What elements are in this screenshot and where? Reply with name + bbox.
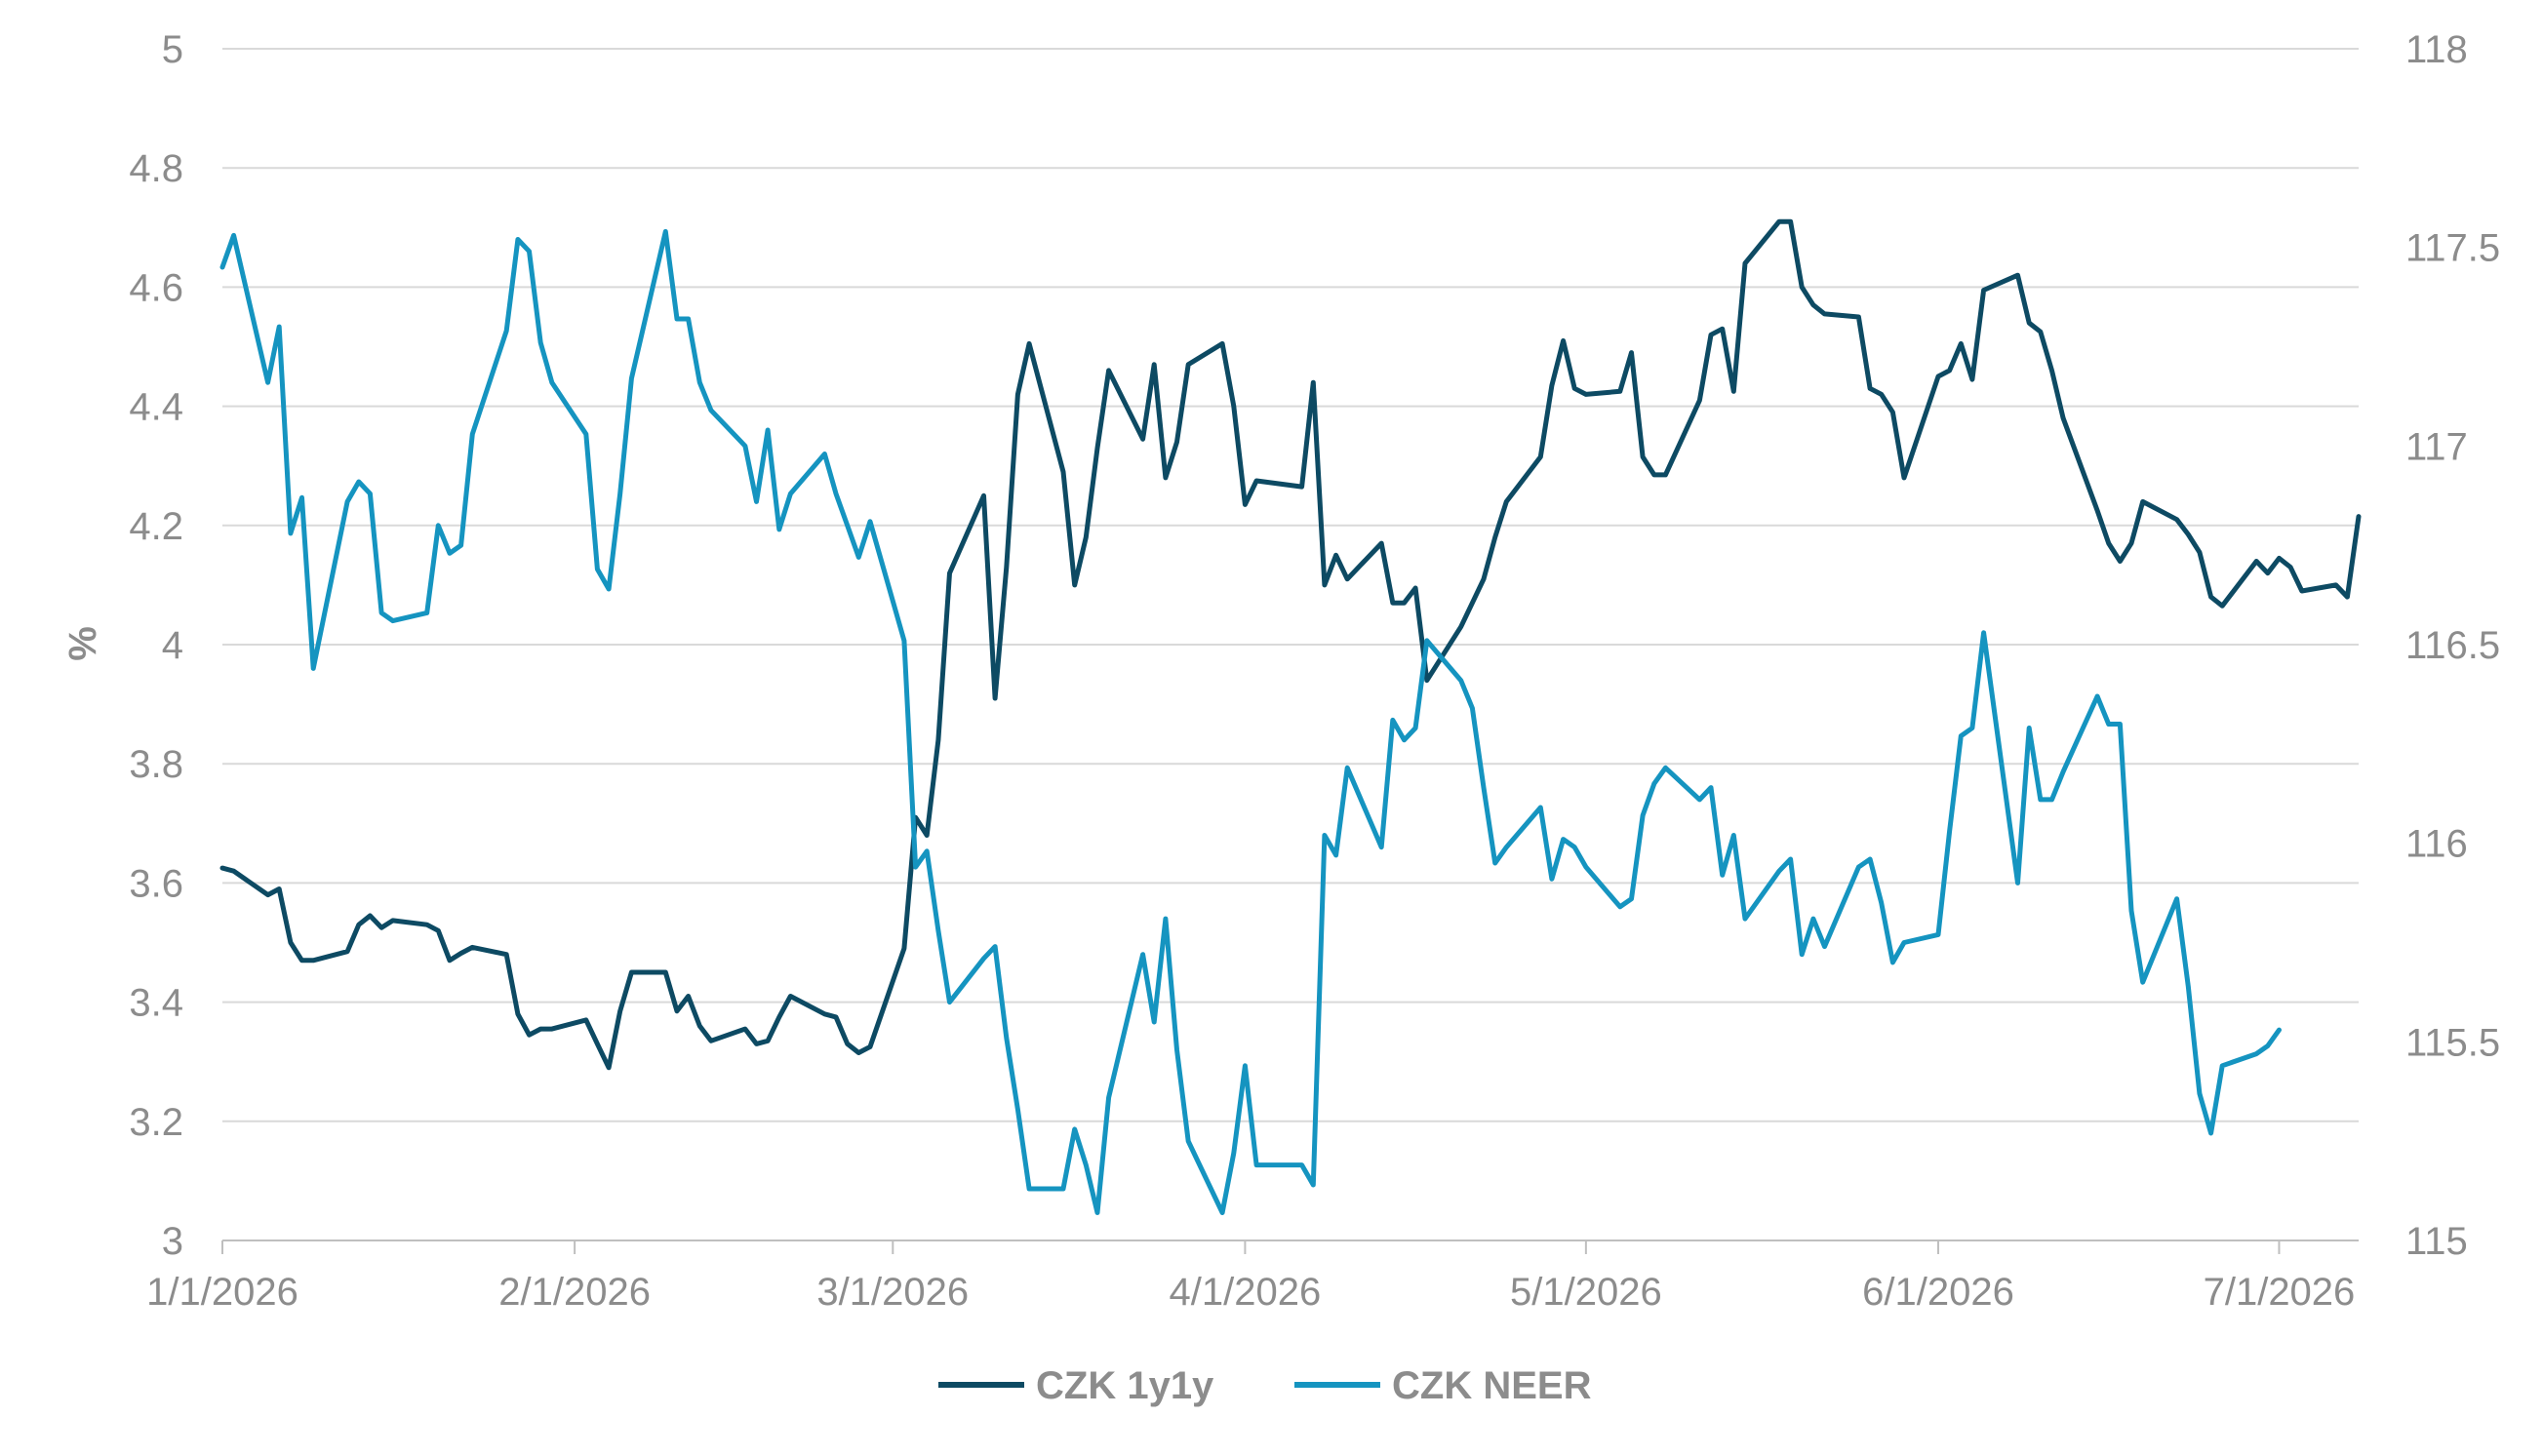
y-tick-label: 4.8 xyxy=(129,147,183,190)
axes: 3 3.2 3.4 3.6 3.8 4 4.2 4.4 4.6 4.8 5 115 115.5 116 11… xyxy=(129,28,2500,1314)
y2-tick-label: 115.5 xyxy=(2405,1021,2500,1064)
series-line-czk-neer xyxy=(219,228,2282,1215)
y-tick-label: 4.2 xyxy=(129,505,183,548)
x-tick-label: 7/1/2026 xyxy=(2204,1271,2356,1314)
y2-tick-label: 116.5 xyxy=(2405,624,2500,667)
y-tick-label: 3 xyxy=(162,1220,183,1263)
legend-label: CZK NEER xyxy=(1392,1364,1592,1407)
series xyxy=(219,218,2362,1215)
y2-tick-label: 115 xyxy=(2405,1220,2468,1263)
x-tick-label: 4/1/2026 xyxy=(1170,1271,1322,1314)
series-line-czk-1y1y xyxy=(219,218,2362,1071)
gridlines xyxy=(222,48,2359,1241)
y-tick-label: 3.6 xyxy=(129,862,183,905)
x-tick-label: 1/1/2026 xyxy=(146,1271,298,1314)
y-tick-label: 4 xyxy=(162,624,183,667)
legend: CZK 1y1y CZK NEER xyxy=(938,1364,1592,1407)
x-tick-label: 6/1/2026 xyxy=(1862,1271,2014,1314)
y-tick-label: 4.4 xyxy=(129,386,183,429)
y-tick-label: 5 xyxy=(162,28,183,71)
y-tick-label: 4.6 xyxy=(129,266,183,309)
x-tick-label: 5/1/2026 xyxy=(1510,1271,1662,1314)
y2-tick-label: 118 xyxy=(2405,28,2468,71)
y2-tick-label: 117 xyxy=(2405,425,2468,468)
y-axis-label: % xyxy=(61,626,104,661)
x-tick-label: 3/1/2026 xyxy=(816,1271,969,1314)
y2-tick-label: 117.5 xyxy=(2405,227,2500,270)
y-tick-label: 3.8 xyxy=(129,743,183,786)
x-tick-label: 2/1/2026 xyxy=(498,1271,651,1314)
y2-tick-label: 116 xyxy=(2405,823,2468,866)
y-tick-label: 3.4 xyxy=(129,982,183,1025)
y-tick-label: 3.2 xyxy=(129,1101,183,1144)
legend-label: CZK 1y1y xyxy=(1036,1364,1214,1407)
